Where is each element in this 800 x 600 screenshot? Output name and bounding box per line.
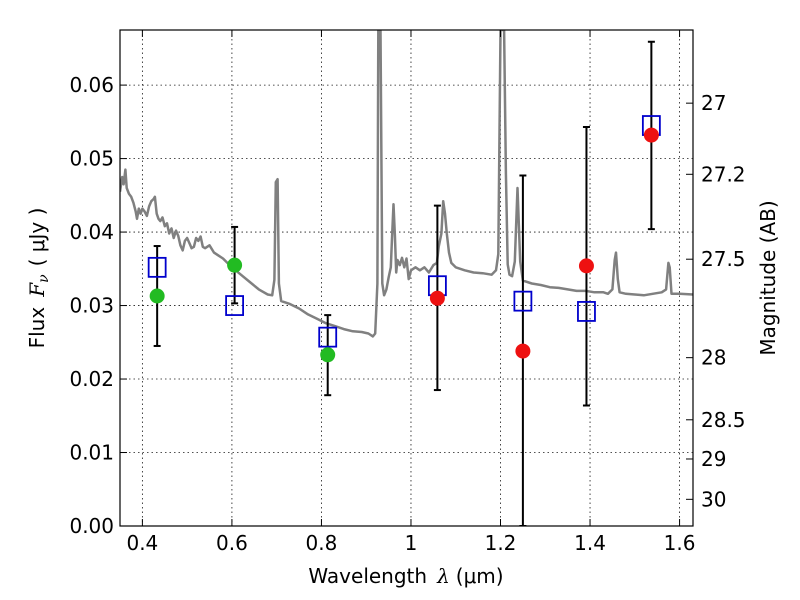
x-tick-label: 1.4 <box>574 531 606 555</box>
y-tick-label: 0.04 <box>69 220 114 244</box>
right-tick-label: 29 <box>701 447 726 471</box>
right-tick-label: 28 <box>701 346 726 370</box>
x-tick-label: 1 <box>405 531 418 555</box>
x-tick-label: 0.8 <box>306 531 338 555</box>
x-tick-label: 0.6 <box>216 531 248 555</box>
model-photometry-square <box>225 295 245 316</box>
y-axis-label: FluxFν( μJy ) <box>25 208 52 349</box>
observed-point-green <box>320 347 336 363</box>
right-tick-label: 28.5 <box>701 408 746 432</box>
right-tick-label: 27 <box>701 91 726 115</box>
y-tick-label: 0.06 <box>69 73 114 97</box>
right-tick-label: 30 <box>701 487 726 511</box>
x-axis-label: Wavelength λ (μm) <box>308 564 503 588</box>
right-tick-label: 27.2 <box>701 162 746 186</box>
model-photometry-square <box>318 326 338 348</box>
x-tick-label: 0.4 <box>126 531 158 555</box>
y-tick-label: 0.01 <box>69 441 114 465</box>
observed-point-red <box>643 127 659 143</box>
observed-point-green <box>227 257 243 273</box>
y-tick-label: 0.03 <box>69 294 114 318</box>
y-axis-right-label: Magnitude (AB) <box>756 200 780 355</box>
axis-ticks: 0.4 0.6 0.8 1 1.2 1.4 1.6 0.00 0.01 0.02 0.03 0.04 0… <box>69 30 746 555</box>
grid <box>120 30 693 527</box>
x-tick-label: 1.2 <box>485 531 517 555</box>
observed-point-green <box>149 288 165 304</box>
model-photometry-square <box>513 290 533 312</box>
y-tick-label: 0.02 <box>69 367 114 391</box>
y-tick-label: 0.05 <box>69 147 114 171</box>
model-spectrum-layer <box>120 30 693 338</box>
x-tick-label: 1.6 <box>664 531 696 555</box>
plot-frame <box>119 29 694 527</box>
model-photometry-square <box>577 301 596 322</box>
right-tick-label: 27.5 <box>701 247 746 271</box>
y-tick-label: 0.00 <box>69 514 114 538</box>
model-spectrum-line <box>120 30 693 338</box>
observed-point-red <box>578 258 594 274</box>
observed-point-red <box>515 343 531 359</box>
data-points-layer <box>147 40 661 526</box>
observed-point-red <box>429 290 445 306</box>
model-photometry-square <box>147 256 167 278</box>
